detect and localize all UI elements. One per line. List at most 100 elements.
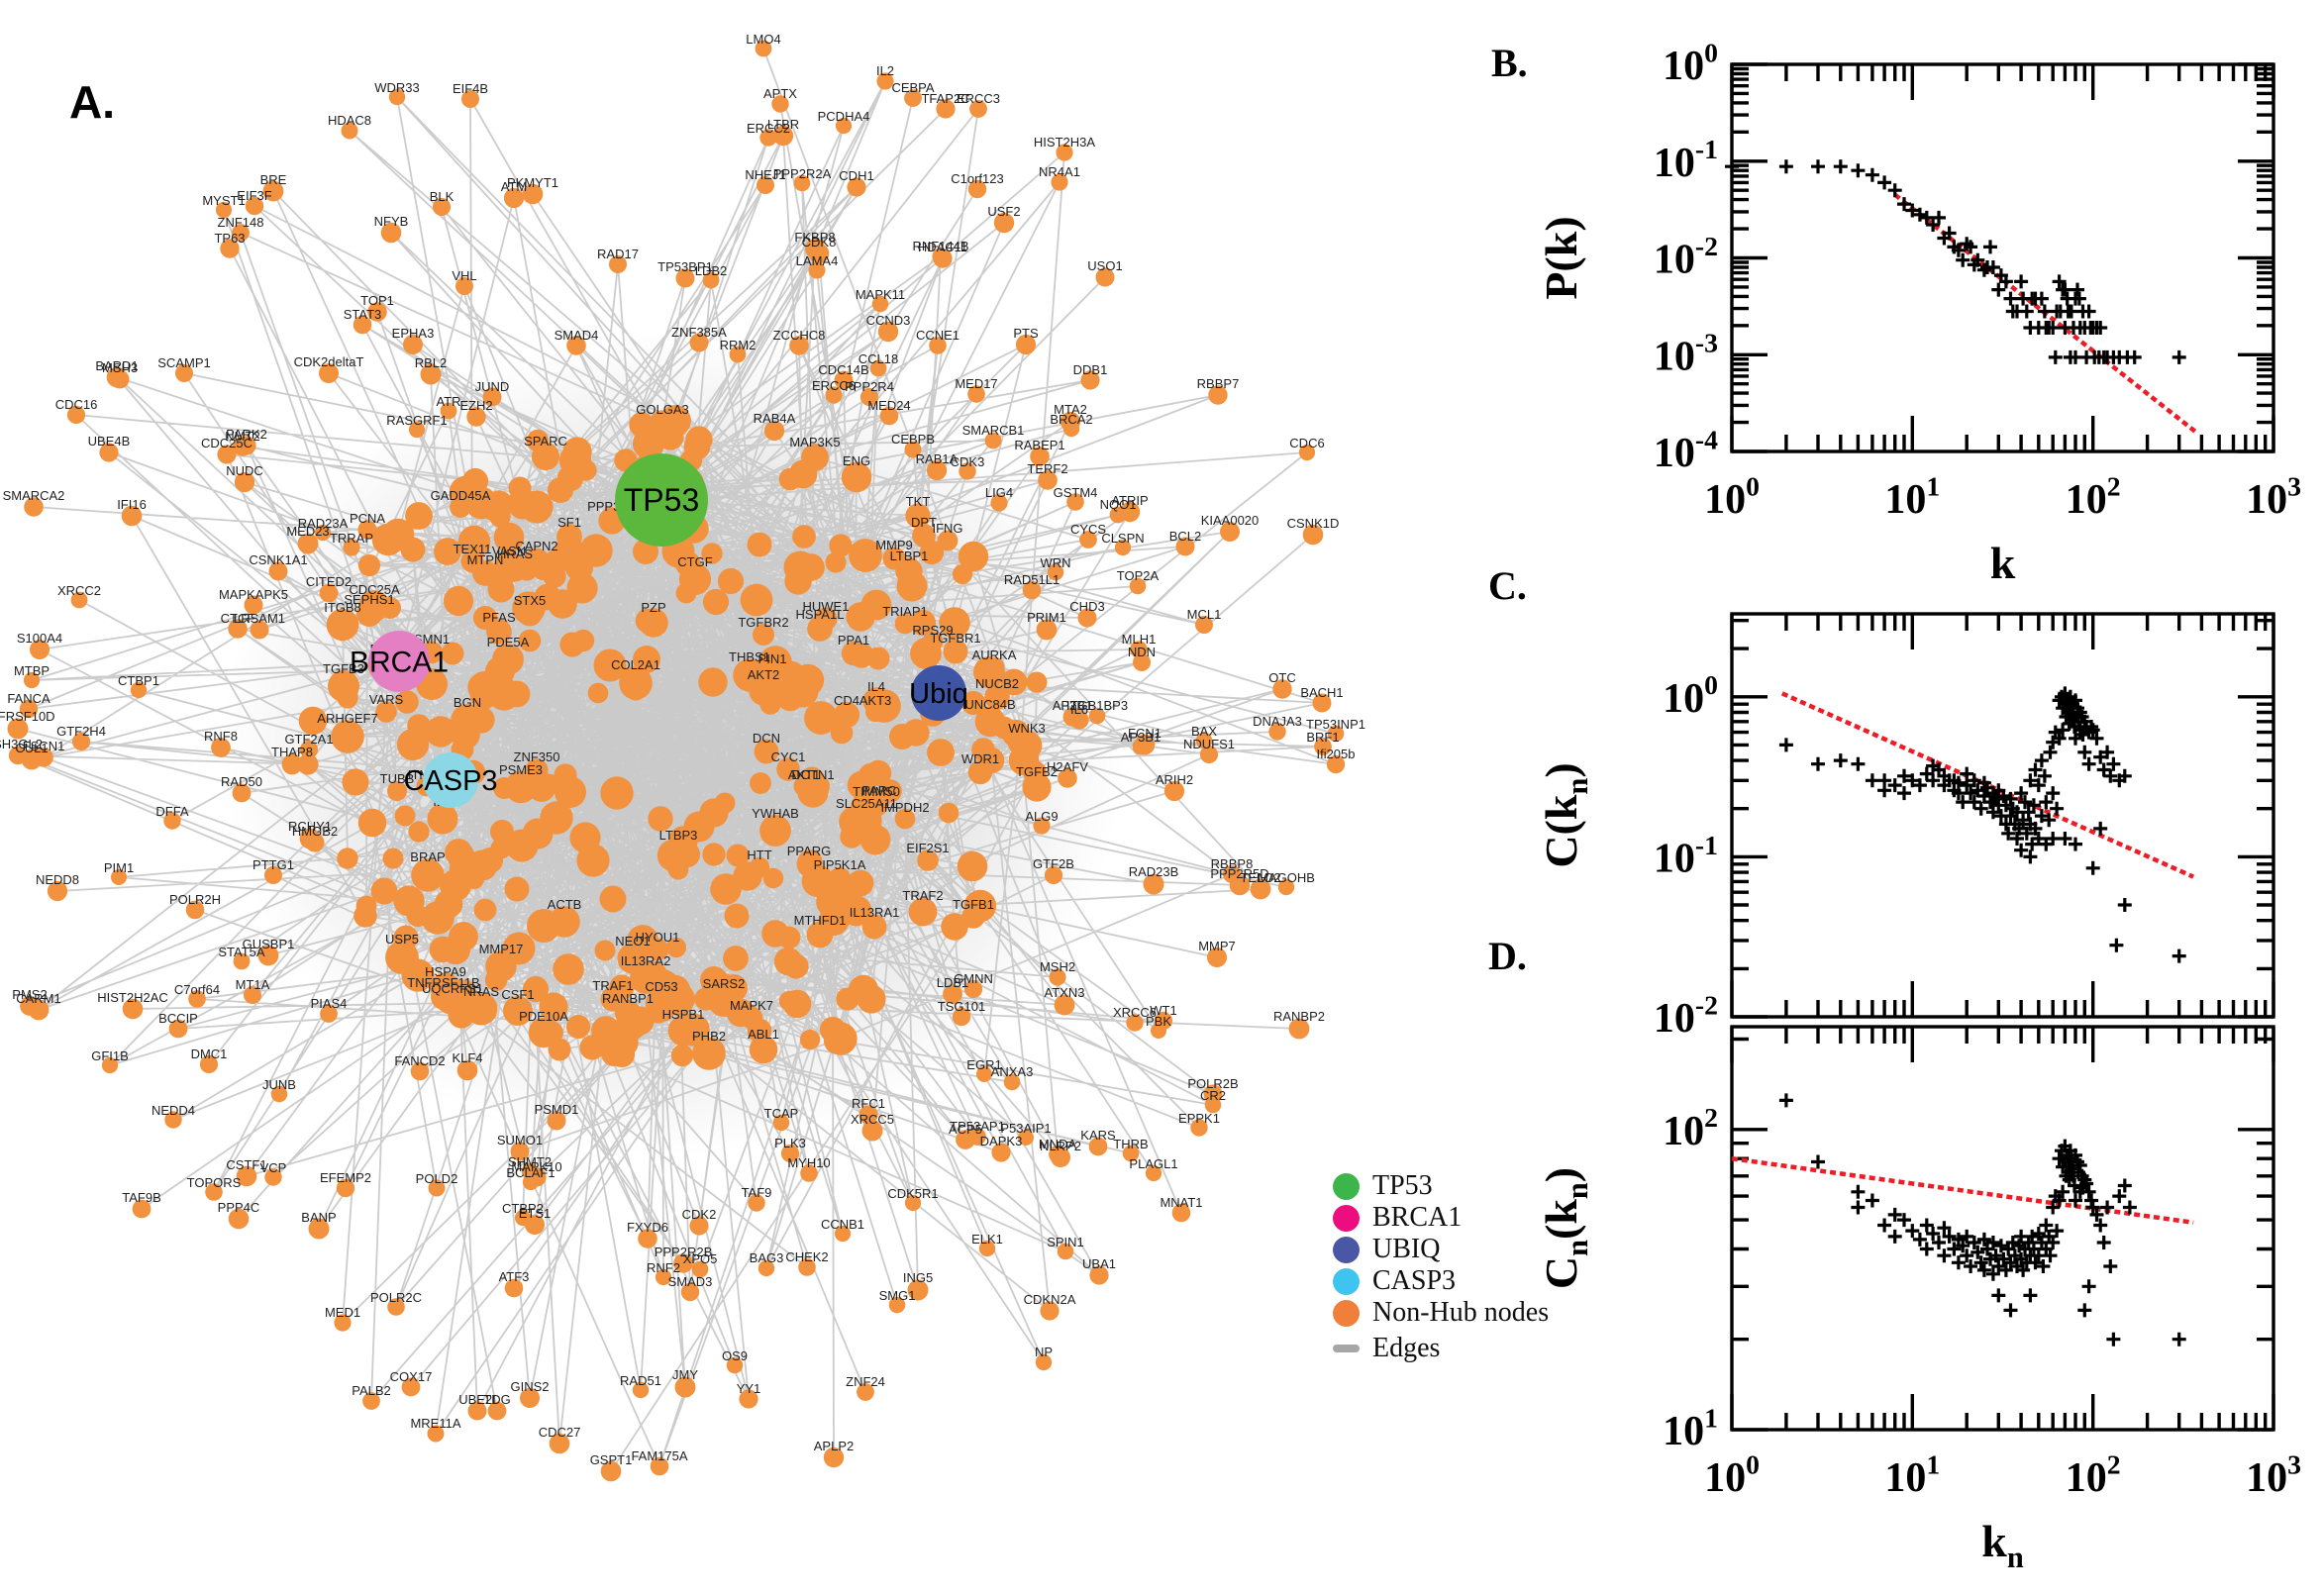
network-node xyxy=(834,370,854,390)
network-node-label: UNC84B xyxy=(964,697,1015,712)
network-node xyxy=(904,1194,922,1212)
hub-node-tp53 xyxy=(615,453,708,547)
network-node xyxy=(888,1296,906,1314)
network-node xyxy=(121,505,143,527)
network-node-label: ATXN3 xyxy=(1045,985,1085,1000)
network-node xyxy=(1250,878,1271,900)
network-node-label: TRAF1 xyxy=(592,978,633,993)
network-node xyxy=(534,583,561,611)
network-node xyxy=(763,420,785,442)
network-node xyxy=(691,1260,709,1278)
network-node xyxy=(504,1278,524,1298)
network-node-label: VCP xyxy=(260,1160,287,1175)
network-node xyxy=(1122,1145,1140,1162)
network-nodes xyxy=(7,40,1346,1482)
network-node xyxy=(776,684,804,712)
network-node xyxy=(466,407,486,427)
network-node-label: CCNE1 xyxy=(916,328,960,343)
network-node xyxy=(566,336,586,355)
data-points xyxy=(1778,686,2186,963)
network-node-label: SHMT2 xyxy=(508,1154,552,1169)
legend-item-ubiq: UBIQ xyxy=(1333,1234,1549,1265)
network-node-label: GSTM4 xyxy=(1054,485,1098,500)
network-node xyxy=(1095,267,1115,287)
network-node xyxy=(443,585,474,617)
network-node xyxy=(637,960,668,992)
network-node xyxy=(1033,817,1051,835)
network-node-label: LDB1 xyxy=(937,975,969,990)
network-node xyxy=(1062,420,1080,438)
network-node xyxy=(106,366,128,388)
network-node xyxy=(299,828,321,849)
network-node xyxy=(609,974,635,1000)
network-node xyxy=(353,315,372,335)
plot-frame xyxy=(1730,62,2275,453)
network-node-label: ATM xyxy=(501,179,527,194)
network-node xyxy=(1129,577,1147,595)
network-node-label: HDAC8 xyxy=(328,113,371,128)
network-node xyxy=(245,196,264,216)
network-node xyxy=(952,563,973,585)
network-node xyxy=(1088,1137,1108,1156)
network-node xyxy=(1326,754,1346,774)
network-node-label: DFFA xyxy=(155,804,189,819)
x-axis-title: kn xyxy=(1981,1516,2024,1574)
network-node-label: WT1 xyxy=(1150,1003,1176,1018)
network-node xyxy=(428,1179,446,1197)
network-node-label: MYST1 xyxy=(202,193,245,208)
network-node xyxy=(525,1215,545,1235)
network-node xyxy=(754,739,779,764)
network-node xyxy=(565,1014,591,1040)
network-node-label: RABEP1 xyxy=(1014,438,1064,452)
network-node-label: SMARCA2 xyxy=(3,488,65,503)
network-node xyxy=(520,490,554,524)
network-node-label: CUL1 xyxy=(15,741,48,755)
network-node-label: XRCC6 xyxy=(1113,1005,1157,1020)
network-node-label: HSPA1L xyxy=(796,607,845,622)
network-node-label: TAF9 xyxy=(742,1185,772,1200)
network-node-label: PIAS4 xyxy=(311,996,348,1011)
network-node-label: ING5 xyxy=(903,1270,933,1285)
network-node-label: CITED2 xyxy=(306,574,352,589)
network-node xyxy=(1023,760,1047,784)
network-node-label: RANBP1 xyxy=(602,991,654,1006)
network-node-label: ZCCHC8 xyxy=(773,328,826,343)
network-node-label: BAX xyxy=(1191,724,1217,739)
network-node xyxy=(19,699,39,719)
network-node-label: Ifi205b xyxy=(1316,747,1355,761)
network-node xyxy=(233,437,252,456)
network-node-label: EIF3F xyxy=(237,188,271,203)
network-node xyxy=(739,1389,758,1409)
network-node xyxy=(650,1456,669,1476)
network-node-label: CLSPN xyxy=(1101,531,1144,546)
network-node-label: ACP5 xyxy=(949,1122,982,1137)
x-tick-label: 102 xyxy=(2066,1448,2121,1501)
network-node-label: LTBR xyxy=(767,117,799,132)
network-node xyxy=(878,779,902,803)
network-node xyxy=(701,543,723,564)
network-node xyxy=(648,806,673,832)
network-node xyxy=(297,753,319,775)
network-node xyxy=(440,402,457,420)
network-node xyxy=(522,818,554,849)
network-node xyxy=(941,913,968,941)
network-node xyxy=(1190,1119,1208,1137)
network-node xyxy=(382,848,404,869)
network-node xyxy=(504,770,538,804)
network-node xyxy=(487,1401,507,1421)
network-node-label: PALB2 xyxy=(352,1383,391,1398)
network-node xyxy=(7,718,29,740)
network-node-label: WNK3 xyxy=(1008,721,1046,736)
network-node-label: USP5 xyxy=(385,932,419,947)
network-node xyxy=(111,869,127,885)
network-node-label: IL13RA2 xyxy=(621,953,671,968)
network-node xyxy=(857,1383,874,1401)
hub-label-brca1: BRCA1 xyxy=(350,647,449,679)
network-node-label: ITGB1BP3 xyxy=(1066,698,1128,713)
network-node xyxy=(723,946,749,971)
network-node xyxy=(939,607,970,639)
network-node-label: EZH2 xyxy=(459,398,492,413)
network-node-label: WDR33 xyxy=(374,80,420,95)
x-tick-label: 103 xyxy=(2246,470,2301,523)
network-node xyxy=(1036,619,1058,641)
